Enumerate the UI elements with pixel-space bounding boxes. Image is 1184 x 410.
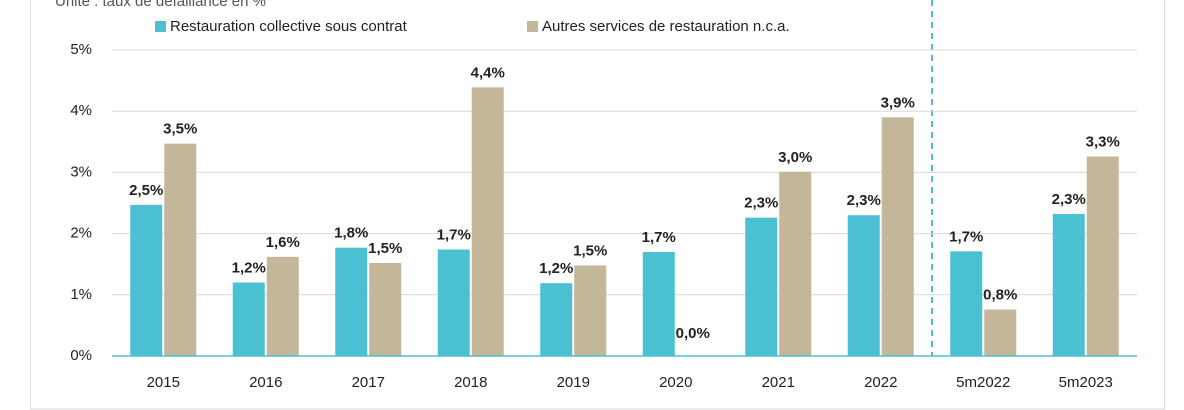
bar [642, 251, 675, 356]
data-label: 1,8% [334, 225, 368, 242]
bar [540, 283, 573, 356]
data-label: 1,5% [573, 242, 607, 259]
data-label: 0,8% [983, 286, 1017, 303]
x-tick-label: 2020 [659, 374, 692, 391]
data-label: 1,7% [642, 229, 676, 246]
bar [232, 282, 265, 356]
bar [881, 117, 914, 356]
y-tick-label: 0% [70, 347, 92, 364]
x-tick-label: 2019 [557, 374, 590, 391]
data-label: 1,5% [368, 240, 402, 257]
x-tick-label: 5m2022 [956, 374, 1010, 391]
x-tick-label: 2018 [454, 374, 487, 391]
bar [745, 217, 778, 356]
x-tick-label: 2015 [147, 374, 180, 391]
y-tick-label: 2% [70, 225, 92, 242]
y-tick-label: 4% [70, 102, 92, 119]
x-tick-label: 2022 [864, 374, 897, 391]
bar [369, 262, 402, 356]
data-label: 3,0% [778, 149, 812, 166]
bar [847, 215, 880, 356]
bar [1052, 214, 1085, 356]
data-label: 1,6% [266, 234, 300, 251]
data-label: 3,3% [1086, 133, 1120, 150]
y-tick-label: 3% [70, 163, 92, 180]
data-label: 1,2% [539, 260, 573, 277]
y-tick-label: 5% [70, 41, 92, 58]
bar [437, 249, 470, 356]
bar [130, 204, 163, 356]
data-label: 3,9% [881, 94, 915, 111]
x-tick-label: 2021 [762, 374, 795, 391]
legend-label: Autres services de restauration n.c.a. [542, 18, 790, 35]
x-tick-label: 5m2023 [1059, 374, 1113, 391]
data-label: 0,0% [676, 325, 710, 342]
bar [471, 87, 504, 356]
bar [335, 247, 368, 356]
bar [164, 143, 197, 356]
chart-subtitle: Unité : taux de défaillance en % [55, 0, 266, 10]
data-label: 1,7% [949, 228, 983, 245]
bar [574, 265, 607, 356]
bar [266, 256, 299, 356]
data-label: 2,3% [744, 195, 778, 212]
data-label: 2,3% [1052, 191, 1086, 208]
data-label: 1,2% [232, 260, 266, 277]
legend-swatch [527, 21, 538, 32]
x-tick-label: 2017 [352, 374, 385, 391]
data-label: 2,5% [129, 182, 163, 199]
bar [984, 309, 1017, 356]
x-tick-label: 2016 [249, 374, 282, 391]
bar [1086, 156, 1119, 356]
data-label: 4,4% [471, 64, 505, 81]
bar [950, 251, 983, 356]
legend-swatch [155, 21, 166, 32]
bar [779, 171, 812, 356]
data-label: 3,5% [163, 121, 197, 138]
y-tick-label: 1% [70, 286, 92, 303]
data-label: 2,3% [847, 192, 881, 209]
data-label: 1,7% [437, 226, 471, 243]
legend-label: Restauration collective sous contrat [170, 18, 408, 35]
